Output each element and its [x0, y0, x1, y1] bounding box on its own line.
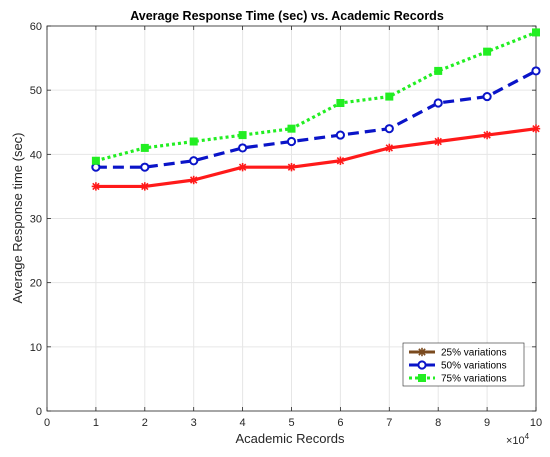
y-tick-label: 0 — [36, 406, 42, 418]
x-axis-label: Academic Records — [235, 431, 345, 446]
marker-stroke — [434, 137, 442, 146]
y-tick-label: 40 — [30, 149, 42, 161]
legend-swatch-marker — [418, 374, 426, 382]
legend-label: 25% variations — [441, 348, 507, 359]
data-point — [531, 124, 541, 133]
series-1 — [91, 124, 541, 191]
legend-item-2: 50% variations — [409, 360, 507, 372]
data-point — [336, 99, 345, 107]
marker-stroke — [287, 163, 296, 171]
x-tick-label: 1 — [93, 417, 99, 429]
x-tick-label: 5 — [288, 417, 294, 429]
data-point — [434, 137, 443, 146]
data-point — [286, 136, 297, 147]
axis-ticks: 0 1 2 3 4 5 6 7 8 9 10 0 10 20 30 40 50 60 — [30, 21, 542, 429]
data-point — [91, 156, 100, 165]
legend-swatch-marker — [417, 360, 427, 370]
marker-stroke — [483, 131, 491, 139]
legend-item-3: 75% variations — [409, 374, 507, 385]
x-tick-label: 10 — [530, 417, 542, 429]
legend-label: 75% variations — [441, 374, 507, 385]
data-point — [238, 162, 247, 172]
data-point — [482, 130, 492, 140]
marker-stroke — [92, 182, 100, 191]
series-3 — [91, 28, 540, 165]
y-tick-label: 10 — [30, 342, 42, 354]
marker-stroke — [385, 144, 394, 152]
data-point — [336, 156, 345, 165]
marker-stroke — [336, 157, 345, 165]
data-point — [91, 182, 101, 191]
x-tick-label: 0 — [44, 417, 50, 429]
data-point — [433, 98, 443, 108]
data-point — [287, 162, 296, 172]
series-2 — [91, 66, 541, 172]
x-tick-label: 7 — [386, 417, 392, 429]
y-axis-label: Average Response time (sec) — [10, 132, 25, 303]
marker-stroke — [189, 176, 198, 184]
x-tick-label: 6 — [337, 417, 343, 429]
data-point — [532, 28, 540, 37]
x-axis-multiplier: ×104 — [506, 432, 530, 447]
data-point — [385, 143, 394, 153]
data-point — [189, 156, 199, 166]
x-tick-label: 3 — [191, 417, 197, 429]
data-point — [482, 91, 492, 102]
series-line — [95, 30, 537, 163]
data-point — [483, 47, 492, 56]
legend-item-1: 25% variations — [409, 348, 507, 359]
data-point — [189, 137, 198, 146]
y-tick-label: 20 — [30, 278, 42, 290]
x-tick-label: 2 — [142, 417, 148, 429]
y-tick-label: 60 — [30, 21, 42, 33]
legend: 25% variations 50% variations 75% variatio… — [402, 342, 525, 387]
data-point — [238, 143, 248, 153]
x-tick-label: 9 — [484, 417, 490, 429]
legend-label: 50% variations — [441, 361, 507, 372]
x-axis-multiplier-exponent: 4 — [525, 432, 530, 441]
legend-swatch-marker — [417, 347, 427, 357]
x-axis-multiplier-base: ×10 — [506, 435, 525, 447]
series-layer — [91, 28, 541, 191]
data-point — [287, 124, 296, 133]
data-point — [140, 143, 149, 152]
data-point — [238, 131, 247, 140]
marker-stroke — [532, 124, 540, 133]
marker-stroke — [418, 348, 426, 356]
y-tick-label: 30 — [30, 214, 42, 226]
data-point — [140, 182, 149, 191]
data-point — [385, 92, 394, 101]
series-line — [95, 127, 537, 189]
marker-stroke — [238, 163, 247, 171]
chart-title: Average Response Time (sec) vs. Academic… — [130, 9, 444, 23]
data-point — [531, 66, 541, 76]
data-point — [140, 162, 150, 172]
y-tick-label: 50 — [30, 85, 42, 97]
data-point — [335, 130, 345, 140]
data-point — [189, 175, 198, 185]
series-line — [95, 69, 537, 169]
marker-stroke — [141, 182, 149, 191]
x-tick-label: 8 — [435, 417, 441, 429]
data-point — [434, 66, 443, 75]
x-tick-label: 4 — [240, 417, 246, 429]
data-point — [384, 124, 394, 134]
